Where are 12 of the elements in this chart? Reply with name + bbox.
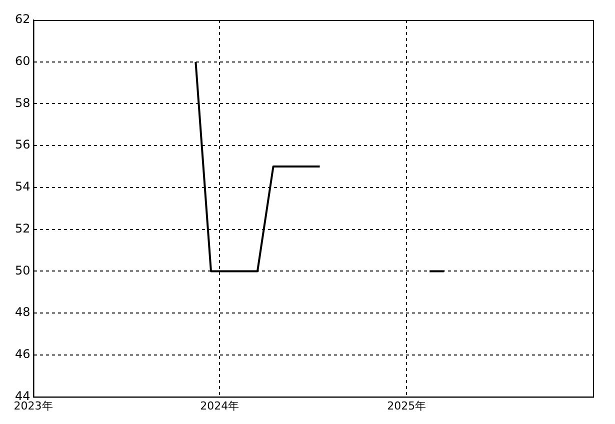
- x-tick-label: 2023年: [14, 399, 53, 412]
- y-tick-label: 50: [14, 263, 30, 278]
- y-tick-label: 52: [14, 221, 30, 236]
- y-tick-label: 46: [14, 347, 30, 362]
- y-tick-label: 48: [14, 305, 30, 320]
- x-tick-label: 2025年: [387, 399, 426, 412]
- y-tick-label: 60: [14, 54, 30, 68]
- x-tick-label: 2024年: [200, 399, 240, 412]
- y-tick-label: 62: [14, 12, 30, 26]
- y-tick-label: 54: [14, 180, 30, 194]
- y-tick-label: 56: [14, 138, 30, 152]
- y-tick-label: 58: [14, 96, 30, 110]
